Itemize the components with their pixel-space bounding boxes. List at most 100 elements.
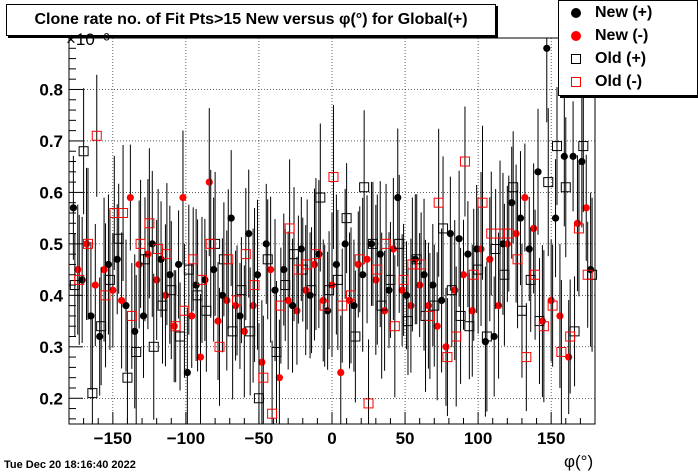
data-point <box>424 310 435 321</box>
legend: New (+) New (-) Old (+) Old (-) <box>558 0 698 96</box>
data-point <box>271 286 279 294</box>
data-point <box>196 353 205 361</box>
data-point <box>573 219 582 227</box>
data-point <box>547 296 555 305</box>
data-point <box>78 146 89 157</box>
data-point <box>69 204 77 212</box>
data-point <box>530 269 541 280</box>
filled-circle-red-icon <box>571 31 581 41</box>
data-point <box>455 235 463 243</box>
data-point <box>556 346 567 357</box>
data-point <box>267 266 275 274</box>
y-tick-label: 0.2 <box>39 389 63 408</box>
data-point <box>126 310 137 321</box>
y-tick-label: 0.5 <box>39 235 63 254</box>
data-point <box>214 341 225 352</box>
data-point <box>232 295 243 306</box>
data-point <box>525 245 533 253</box>
data-point <box>214 317 222 325</box>
y-tick-label: 0.8 <box>39 80 63 99</box>
data-point <box>359 271 367 279</box>
data-point <box>582 269 593 280</box>
data-point <box>363 255 371 263</box>
data-point <box>148 341 159 352</box>
y-tick-label: 0.3 <box>39 338 63 357</box>
data-point <box>556 312 564 320</box>
data-point <box>82 238 93 249</box>
x-tick-label: −100 <box>167 429 205 448</box>
data-point <box>249 280 260 291</box>
x-tick-label: 0 <box>327 429 336 448</box>
data-point <box>433 197 444 208</box>
data-point <box>96 332 104 341</box>
data-point <box>459 271 468 279</box>
data-point <box>573 223 584 234</box>
data-point <box>275 300 286 311</box>
data-point <box>578 141 589 152</box>
x-tick-label: 150 <box>537 429 565 448</box>
data-point <box>240 249 251 260</box>
data-point <box>144 218 155 229</box>
data-point <box>569 152 577 160</box>
data-point <box>293 264 304 275</box>
data-point <box>459 156 470 167</box>
data-point <box>354 254 365 265</box>
y-tick-label: 0.7 <box>39 132 63 151</box>
data-point <box>302 259 313 270</box>
data-point <box>227 214 235 222</box>
data-point <box>503 228 514 239</box>
data-point <box>174 260 183 269</box>
data-point <box>332 260 340 269</box>
data-point <box>91 130 102 141</box>
data-point <box>367 240 376 248</box>
legend-entry-new-plus: New (+) <box>559 2 697 24</box>
timestamp: Tue Dec 20 18:16:40 2022 <box>4 459 136 471</box>
series-1 <box>74 108 590 424</box>
data-point <box>477 197 488 208</box>
data-point <box>183 368 191 377</box>
filled-circle-black-icon <box>571 8 581 18</box>
axes: −150 −100 −50 0 50 100 150 0.2 0.3 0.4 0.5 0.6 0.7 0.… <box>39 47 596 448</box>
data-point <box>451 331 462 342</box>
data-point <box>516 214 525 222</box>
data-point <box>394 193 402 202</box>
data-point <box>538 321 549 332</box>
legend-entry-old-minus: Old (-) <box>559 71 697 93</box>
data-point <box>253 271 262 279</box>
open-square-black-icon <box>571 54 581 64</box>
data-point <box>582 204 590 212</box>
data-point <box>372 264 383 275</box>
x-tick-label: −50 <box>245 429 274 448</box>
data-point <box>196 274 207 285</box>
data-point <box>398 274 409 285</box>
data-point <box>205 178 213 186</box>
data-point <box>442 343 450 351</box>
legend-label: New (-) <box>595 27 649 44</box>
data-point <box>153 244 164 255</box>
data-point <box>310 249 321 260</box>
data-point <box>135 238 146 249</box>
data-point <box>122 302 130 310</box>
open-square-red-icon <box>571 77 581 87</box>
data-point <box>547 300 558 311</box>
legend-label: Old (-) <box>595 73 643 90</box>
chart-title: Clone rate no. of Fit Pts>15 New versus … <box>34 11 468 28</box>
data-point <box>354 260 362 269</box>
y-axis-exponent: ×10⁻³ <box>66 30 110 49</box>
data-point <box>87 312 95 320</box>
data-point <box>341 240 349 248</box>
data-point <box>534 168 542 176</box>
data-point <box>319 300 330 311</box>
data-point <box>122 372 133 383</box>
data-point <box>118 207 129 218</box>
data-point <box>464 250 472 258</box>
legend-entry-new-minus: New (-) <box>559 25 697 47</box>
x-tick-label: −150 <box>94 429 132 448</box>
data-point <box>109 286 117 294</box>
data-point <box>170 321 181 332</box>
data-point <box>188 312 196 320</box>
data-point <box>258 372 269 383</box>
data-point <box>363 398 374 409</box>
data-point <box>87 388 98 399</box>
